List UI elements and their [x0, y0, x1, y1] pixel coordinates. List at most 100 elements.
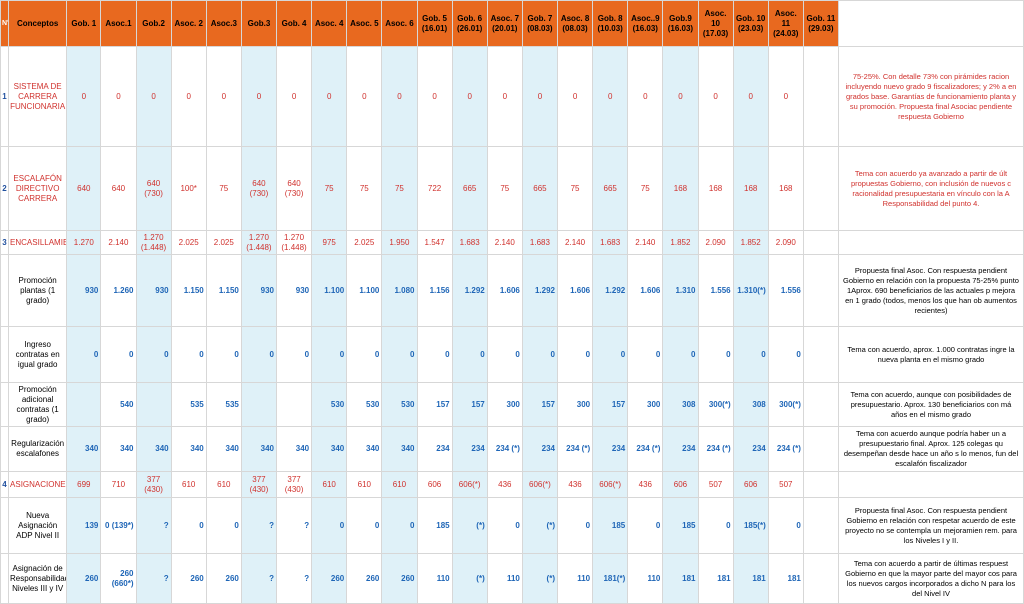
- value-cell: 665: [592, 146, 629, 231]
- value-cell: 0: [381, 326, 418, 383]
- value-cell: 0: [697, 326, 734, 383]
- value-cell: 234 (*): [627, 426, 664, 472]
- value-cell: 1.292: [451, 254, 488, 327]
- value-cell: ?: [275, 497, 313, 554]
- value-cell: 0: [205, 46, 242, 147]
- row-concept-label: Ingreso contratas en igual grado: [8, 326, 68, 383]
- value-cell: 110: [416, 553, 453, 604]
- row-concept-label: ASIGNACIONES: [8, 471, 68, 498]
- value-cell: 1.100: [311, 254, 348, 327]
- value-cell: 75: [486, 146, 523, 231]
- value-cell: 606: [662, 471, 699, 498]
- value-cell: 260: [381, 553, 418, 604]
- value-cell: [135, 382, 172, 427]
- value-cell: 640 (730): [135, 146, 172, 231]
- value-cell: 340: [135, 426, 172, 472]
- column-header: Asoc. 10 (17.03): [697, 0, 734, 47]
- value-cell: 157: [521, 382, 559, 427]
- value-cell: 535: [170, 382, 207, 427]
- column-header: Gob.3: [240, 0, 278, 47]
- value-cell: 0: [451, 326, 488, 383]
- value-cell: [802, 382, 840, 427]
- value-cell: 0: [170, 46, 207, 147]
- value-cell: 340: [381, 426, 418, 472]
- row-number: 4: [0, 471, 10, 498]
- value-cell: 1.683: [592, 230, 629, 255]
- value-cell: (*): [521, 497, 559, 554]
- value-cell: 157: [451, 382, 488, 427]
- row-description: Tema con acuerdo, aprox. 1.000 contratas…: [838, 326, 1024, 383]
- column-header: Asoc..9 (16.03): [627, 0, 664, 47]
- value-cell: 1.292: [521, 254, 559, 327]
- value-cell: [802, 326, 840, 383]
- value-cell: 1.100: [346, 254, 383, 327]
- row-description: Tema con acuerdo ya avanzado a partir de…: [838, 146, 1024, 231]
- column-header: Gob. 1: [66, 0, 102, 47]
- column-header: Asoc. 4: [311, 0, 348, 47]
- row-number: [0, 426, 10, 472]
- value-cell: 0: [135, 326, 172, 383]
- value-cell: 975: [311, 230, 348, 255]
- value-cell: 930: [66, 254, 102, 327]
- value-cell: [240, 382, 278, 427]
- column-header: Asoc. 6: [381, 0, 418, 47]
- value-cell: 1.606: [486, 254, 523, 327]
- value-cell: 185: [416, 497, 453, 554]
- value-cell: 507: [767, 471, 804, 498]
- value-cell: (*): [451, 497, 488, 554]
- value-cell: 1.852: [662, 230, 699, 255]
- column-header: N°: [0, 0, 10, 47]
- value-cell: 0: [100, 326, 137, 383]
- value-cell: 2.025: [205, 230, 242, 255]
- value-cell: 234: [416, 426, 453, 472]
- value-cell: 610: [346, 471, 383, 498]
- value-cell: 436: [486, 471, 523, 498]
- column-header: Gob. 6 (26.01): [451, 0, 488, 47]
- value-cell: 0: [556, 497, 594, 554]
- value-cell: 1.150: [170, 254, 207, 327]
- value-cell: [802, 426, 840, 472]
- column-header: Asoc. 11 (24.03): [767, 0, 804, 47]
- value-cell: 0 (139*): [100, 497, 137, 554]
- value-cell: 234 (*): [767, 426, 804, 472]
- value-cell: 0: [275, 46, 313, 147]
- value-cell: 340: [170, 426, 207, 472]
- value-cell: 0: [170, 326, 207, 383]
- value-cell: 300: [556, 382, 594, 427]
- value-cell: 640 (730): [240, 146, 278, 231]
- value-cell: 168: [732, 146, 769, 231]
- value-cell: 0: [486, 326, 523, 383]
- row-description: Tema con acuerdo aunque podría haber un …: [838, 426, 1024, 472]
- value-cell: 0: [275, 326, 313, 383]
- value-cell: 1.270: [66, 230, 102, 255]
- value-cell: 606(*): [592, 471, 629, 498]
- value-cell: 0: [662, 46, 699, 147]
- row-number: [0, 553, 10, 604]
- value-cell: 234: [662, 426, 699, 472]
- column-header: Asoc.1: [100, 0, 137, 47]
- value-cell: 0: [170, 497, 207, 554]
- value-cell: 340: [275, 426, 313, 472]
- value-cell: 606: [416, 471, 453, 498]
- value-cell: 930: [135, 254, 172, 327]
- value-cell: 0: [521, 326, 559, 383]
- value-cell: 0: [592, 326, 629, 383]
- value-cell: 377 (430): [240, 471, 278, 498]
- value-cell: 0: [416, 46, 453, 147]
- value-cell: 0: [451, 46, 488, 147]
- value-cell: 930: [275, 254, 313, 327]
- row-number: [0, 326, 10, 383]
- column-header: Gob.9 (16.03): [662, 0, 699, 47]
- row-description: [838, 471, 1024, 498]
- column-header: Asoc. 7 (20.01): [486, 0, 523, 47]
- value-cell: 75: [556, 146, 594, 231]
- value-cell: 168: [767, 146, 804, 231]
- value-cell: 300: [486, 382, 523, 427]
- column-header: Gob. 7 (08.03): [521, 0, 559, 47]
- value-cell: ?: [135, 553, 172, 604]
- value-cell: 181: [697, 553, 734, 604]
- value-cell: 0: [66, 46, 102, 147]
- column-header: Asoc. 5: [346, 0, 383, 47]
